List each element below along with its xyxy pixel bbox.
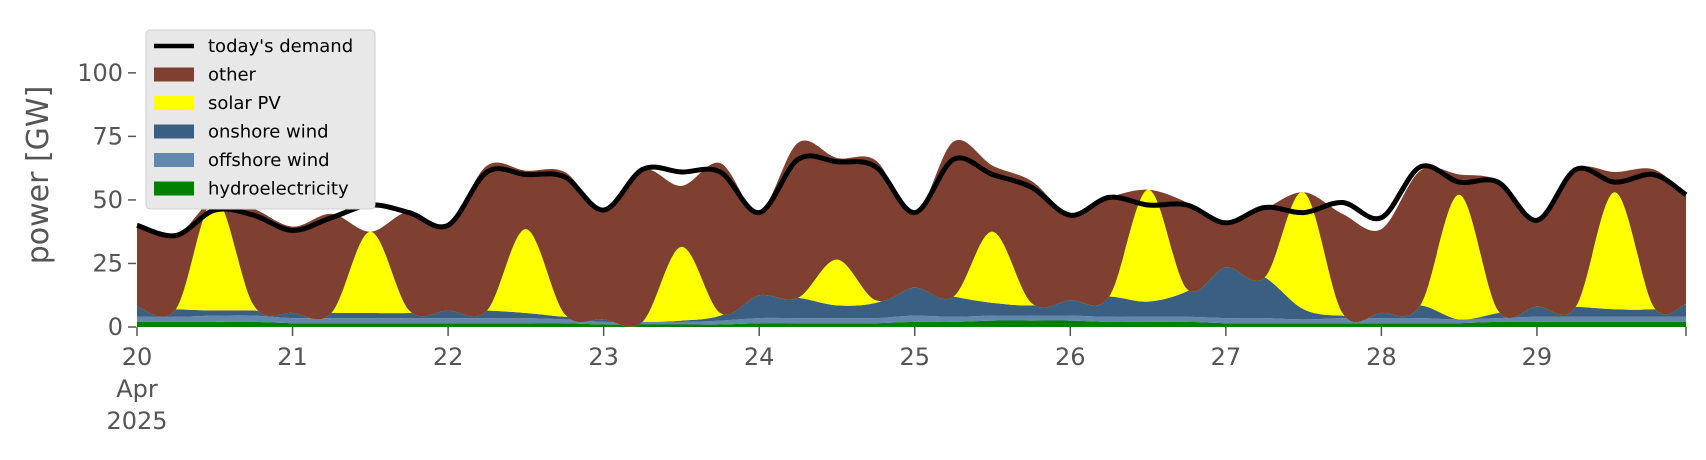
y-tick-label: 100 [77, 59, 123, 87]
demand-line [136, 153, 1688, 239]
legend-label: today's demand [208, 36, 353, 57]
x-tick-label: 26 [1055, 343, 1086, 371]
y-tick-label: 25 [92, 249, 123, 277]
x-tick-label: 27 [1211, 343, 1242, 371]
x-tick-label: 20 [122, 343, 153, 371]
legend-item-onshore-wind: onshore wind [154, 122, 329, 143]
legend-label: onshore wind [208, 122, 329, 143]
x-tick-label: 25 [899, 343, 930, 371]
area-other [137, 139, 1686, 327]
area-solar-pv [137, 189, 1686, 327]
x-tick-label: 28 [1366, 343, 1397, 371]
x-tick-label: 21 [277, 343, 308, 371]
legend-item-today-s-demand: today's demand [154, 36, 353, 57]
x-tick-sublabel: Apr [116, 375, 158, 403]
legend-swatch [154, 124, 194, 139]
legend-label: hydroelectricity [208, 179, 349, 200]
legend-label: solar PV [208, 93, 281, 114]
x-tick-label: 29 [1522, 343, 1553, 371]
x-tick-sublabel: 2025 [106, 407, 167, 435]
y-axis-title: power [GW] [21, 86, 56, 265]
area-layer [137, 139, 1686, 327]
legend-swatch [154, 96, 194, 110]
y-tick-label: 50 [92, 186, 123, 214]
legend-item-hydroelectricity: hydroelectricity [154, 179, 349, 200]
legend-swatch [154, 67, 194, 82]
area-hydroelectricity [137, 320, 1686, 327]
x-tick-label: 23 [588, 343, 619, 371]
legend-item-solar-pv: solar PV [154, 93, 281, 114]
legend-label: other [208, 65, 257, 86]
legend-box [145, 29, 376, 210]
legend-item-other: other [154, 65, 257, 86]
legend-swatch [154, 153, 194, 167]
legend-swatch [154, 181, 194, 196]
demand-layer [136, 153, 1688, 239]
area-onshore-wind [137, 266, 1686, 323]
area-offshore-wind [137, 315, 1686, 325]
x-tick-label: 24 [744, 343, 775, 371]
y-tick-label: 0 [108, 313, 123, 341]
legend-item-offshore-wind: offshore wind [154, 150, 330, 171]
legend-label: offshore wind [208, 150, 330, 171]
x-tick-label: 22 [433, 343, 464, 371]
y-tick-label: 75 [92, 122, 123, 150]
axes-layer: 0 25 50 75 100 20 Apr 2025 21 22 23 24 25 26 27 28 29 [77, 59, 1687, 435]
legend: today's demand other solar PV onshore wind o… [145, 29, 376, 210]
